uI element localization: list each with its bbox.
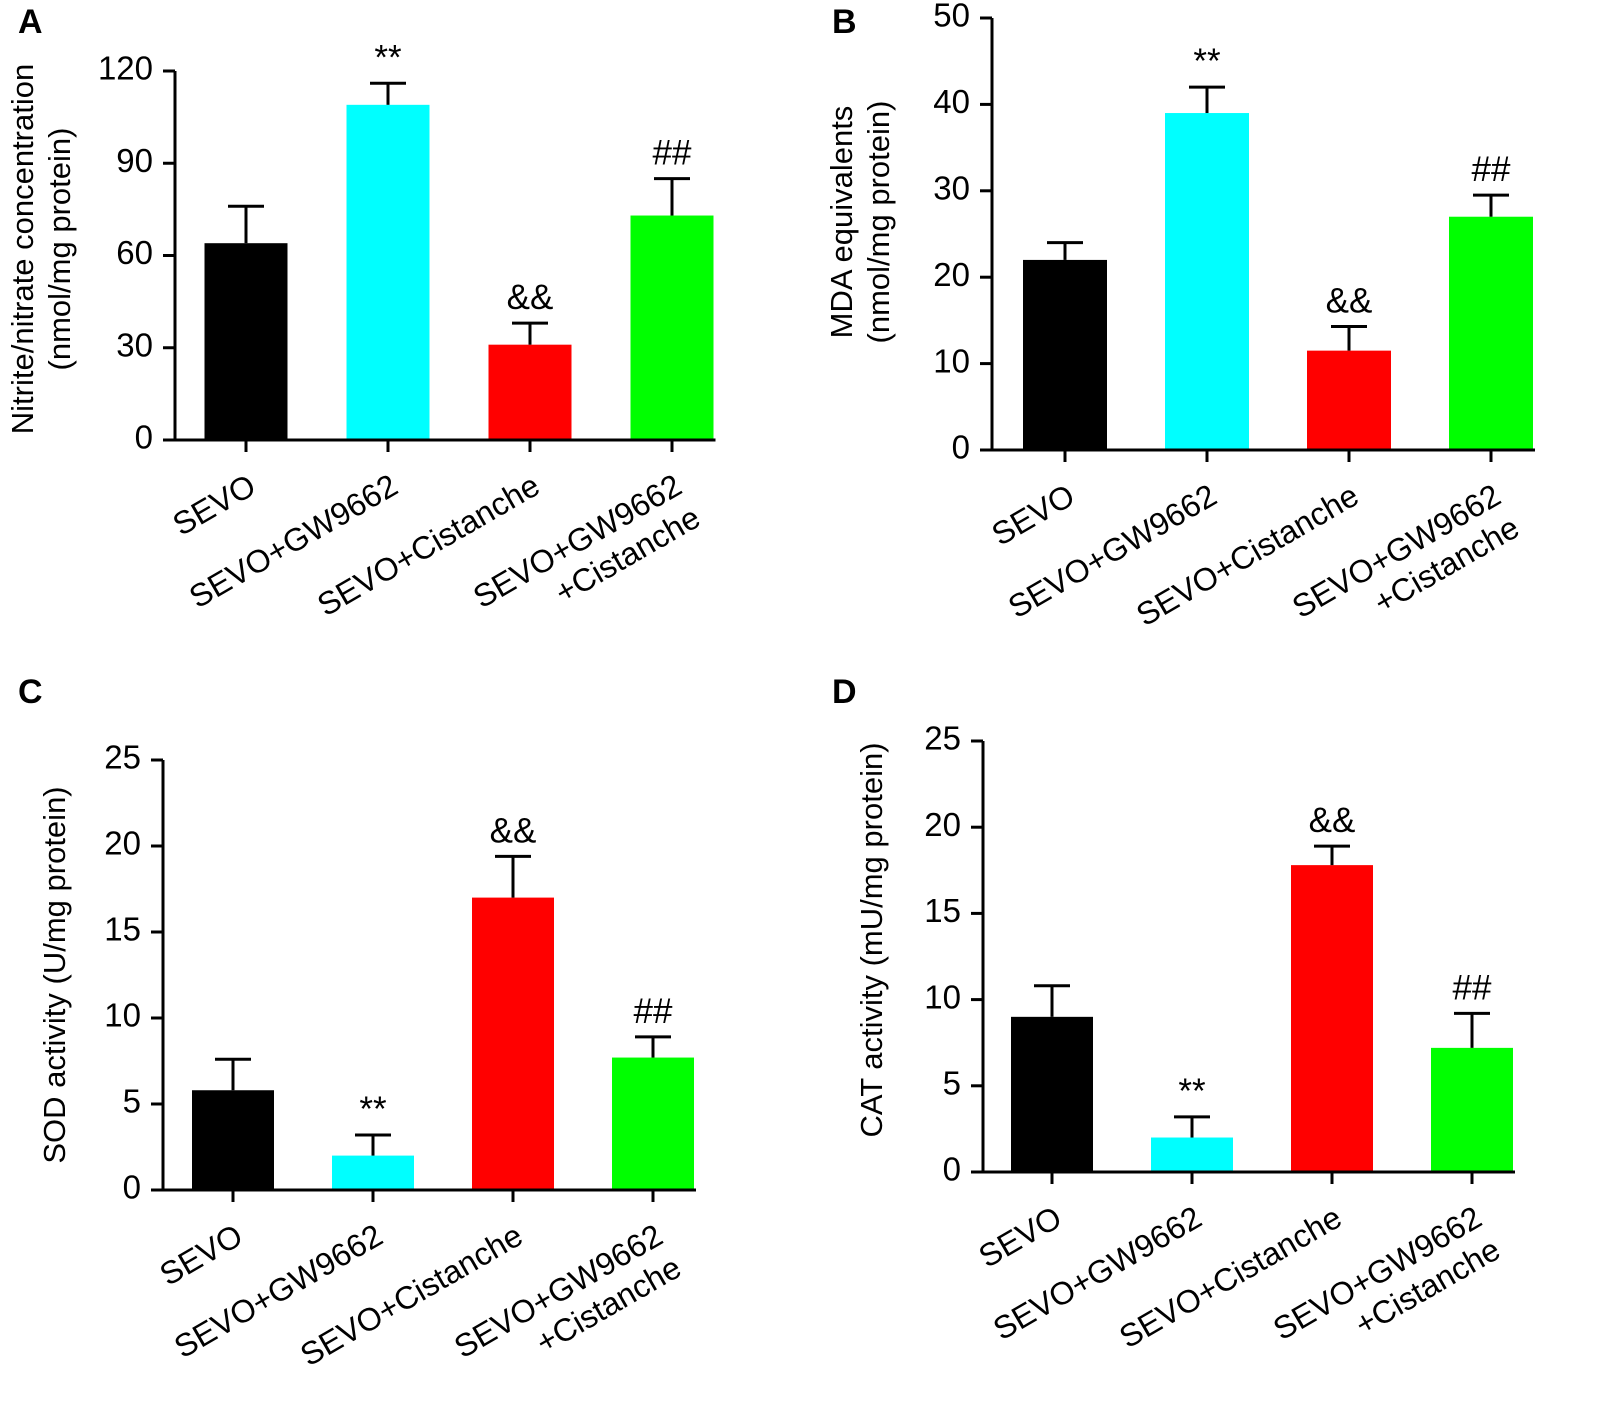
x-tick-label-line: SEVO [153,1217,248,1293]
chart-panel-d: D CAT activity (mU/mg protein) ** && ## 0 5 10 1… [832,673,1515,1355]
x-tick-label-line: SEVO [972,1199,1067,1275]
y-tick-label: 0 [952,429,970,466]
y-tick-label: 10 [104,997,141,1034]
significance-label-3: && [490,811,537,850]
panel-label-a: A [18,3,43,41]
y-tick-label: 0 [135,419,153,456]
y-tick-label: 20 [924,806,961,843]
bar-4 [630,215,714,440]
y-tick-label: 5 [943,1065,961,1102]
bar-3 [472,897,554,1190]
y-axis-title-a: Nitrite/nitrate concentration(nmol/mg pr… [5,64,77,434]
significance-label-2: ** [1193,42,1221,81]
chart-panel-a: A Nitrite/nitrate concentration(nmol/mg p… [5,3,716,623]
bar-2 [1151,1137,1233,1172]
y-axis-title-line: CAT activity (mU/mg protein) [854,742,889,1137]
y-axis-title-d: CAT activity (mU/mg protein) [854,742,889,1137]
x-tick-label-line: SEVO [985,477,1080,553]
chart-panel-c: C SOD activity (U/mg protein) ** && ## 0 5 10 15… [18,673,696,1373]
bar-1 [1023,259,1107,450]
panel-label-b: B [832,3,857,41]
significance-label-2: ** [1178,1072,1206,1111]
bar-3 [1291,865,1373,1172]
y-axis-title-line: (nmol/mg protein) [861,101,896,344]
y-tick-label: 15 [924,892,961,929]
y-tick-label: 10 [933,342,970,379]
y-axis-title-line: Nitrite/nitrate concentration [5,64,40,434]
y-tick-label: 20 [104,825,141,862]
x-tick-label-1: SEVO [153,1217,248,1293]
y-tick-label: 60 [116,234,153,271]
significance-label-4: ## [1453,968,1492,1007]
significance-label-4: ## [634,992,673,1031]
bar-1 [192,1090,274,1190]
x-tick-label-1: SEVO [972,1199,1067,1275]
significance-label-4: ## [1472,150,1511,189]
y-axis-title-line: MDA equivalents [824,106,859,339]
y-tick-label: 120 [98,50,153,87]
y-tick-label: 30 [933,170,970,207]
y-tick-label: 25 [924,720,961,757]
bar-4 [1449,216,1533,450]
significance-label-4: ## [653,134,692,173]
chart-panel-b: B MDA equivalents(nmol/mg protein) ** && ## 0… [824,0,1535,633]
y-axis-title-line: SOD activity (U/mg protein) [37,786,72,1163]
panel-label-c: C [18,673,43,711]
significance-label-3: && [507,278,554,317]
y-axis-title-line: (nmol/mg protein) [42,128,77,371]
bar-2 [1165,113,1249,450]
y-tick-label: 25 [104,739,141,776]
bar-3 [1307,350,1391,450]
bar-3 [488,344,572,440]
panel-label-d: D [832,673,857,711]
y-tick-label: 90 [116,142,153,179]
bar-1 [204,243,288,440]
y-tick-label: 5 [123,1083,141,1120]
y-tick-label: 0 [943,1151,961,1188]
y-tick-label: 30 [116,326,153,363]
significance-label-3: && [1309,801,1356,840]
bar-2 [332,1155,414,1190]
significance-label-2: ** [359,1090,387,1129]
x-tick-label-line: SEVO [166,467,261,543]
y-axis-title-c: SOD activity (U/mg protein) [37,786,72,1163]
significance-label-3: && [1326,281,1373,320]
x-tick-label-1: SEVO [166,467,261,543]
y-axis-title-b: MDA equivalents(nmol/mg protein) [824,101,896,344]
y-tick-label: 0 [123,1169,141,1206]
x-tick-label-1: SEVO [985,477,1080,553]
bar-2 [346,104,430,440]
bar-4 [612,1057,694,1190]
y-tick-label: 15 [104,911,141,948]
bar-1 [1011,1016,1093,1172]
bar-4 [1431,1047,1513,1172]
y-tick-label: 10 [924,978,961,1015]
y-tick-label: 20 [933,256,970,293]
y-tick-label: 40 [933,83,970,120]
y-tick-label: 50 [933,0,970,34]
significance-label-2: ** [374,38,402,77]
